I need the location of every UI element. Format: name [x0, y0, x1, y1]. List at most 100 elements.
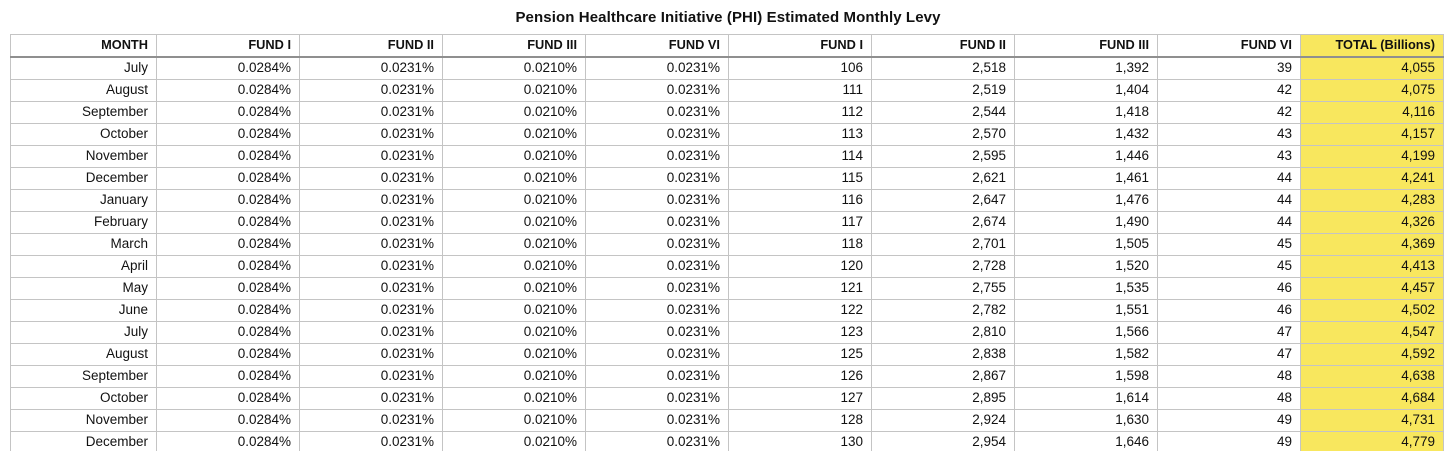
cell-fund3-rate: 0.0210%: [442, 233, 586, 256]
col-header-fund6-amount: FUND VI: [1157, 34, 1301, 58]
cell-fund2-amount: 2,544: [871, 101, 1015, 124]
cell-fund2-amount: 2,810: [871, 321, 1015, 344]
cell-fund2-rate: 0.0231%: [299, 431, 443, 451]
cell-fund3-rate: 0.0210%: [442, 255, 586, 278]
cell-fund1-rate: 0.0284%: [156, 365, 300, 388]
cell-fund6-amount: 46: [1157, 277, 1301, 300]
cell-fund6-amount: 44: [1157, 189, 1301, 212]
cell-fund2-rate: 0.0231%: [299, 101, 443, 124]
table-body: July 0.0284% 0.0231% 0.0210% 0.0231% 106 2,518…: [10, 56, 1444, 451]
cell-fund6-amount: 47: [1157, 343, 1301, 366]
cell-fund2-rate: 0.0231%: [299, 299, 443, 322]
cell-fund6-amount: 43: [1157, 123, 1301, 146]
cell-fund2-amount: 2,570: [871, 123, 1015, 146]
table-row: November 0.0284% 0.0231% 0.0210% 0.0231% 114 2…: [10, 145, 1444, 168]
cell-fund3-amount: 1,461: [1014, 167, 1158, 190]
cell-fund3-amount: 1,598: [1014, 365, 1158, 388]
table-row: November 0.0284% 0.0231% 0.0210% 0.0231% 128 2…: [10, 409, 1444, 432]
cell-total: 4,457: [1300, 277, 1444, 300]
table-row: August 0.0284% 0.0231% 0.0210% 0.0231% 125 2,8…: [10, 343, 1444, 366]
cell-fund1-amount: 116: [728, 189, 872, 212]
cell-fund2-amount: 2,647: [871, 189, 1015, 212]
cell-total: 4,731: [1300, 409, 1444, 432]
cell-fund3-rate: 0.0210%: [442, 167, 586, 190]
cell-total: 4,547: [1300, 321, 1444, 344]
cell-fund3-amount: 1,505: [1014, 233, 1158, 256]
cell-fund6-amount: 49: [1157, 431, 1301, 451]
col-header-fund3-amount: FUND III: [1014, 34, 1158, 58]
cell-fund3-rate: 0.0210%: [442, 101, 586, 124]
cell-fund6-rate: 0.0231%: [585, 123, 729, 146]
cell-fund1-rate: 0.0284%: [156, 431, 300, 451]
cell-fund1-amount: 120: [728, 255, 872, 278]
col-header-fund2-rate: FUND II: [299, 34, 443, 58]
table-row: August 0.0284% 0.0231% 0.0210% 0.0231% 111 2,5…: [10, 79, 1444, 102]
cell-fund1-amount: 106: [728, 56, 872, 80]
table-row: June 0.0284% 0.0231% 0.0210% 0.0231% 122 2,782…: [10, 299, 1444, 322]
cell-month: November: [10, 409, 157, 432]
cell-month: October: [10, 387, 157, 410]
table-row: December 0.0284% 0.0231% 0.0210% 0.0231% 115 2…: [10, 167, 1444, 190]
cell-fund2-rate: 0.0231%: [299, 167, 443, 190]
cell-month: August: [10, 343, 157, 366]
cell-fund2-amount: 2,755: [871, 277, 1015, 300]
cell-fund1-rate: 0.0284%: [156, 343, 300, 366]
cell-month: July: [10, 321, 157, 344]
cell-total: 4,075: [1300, 79, 1444, 102]
table-row: July 0.0284% 0.0231% 0.0210% 0.0231% 123 2,810…: [10, 321, 1444, 344]
cell-fund6-rate: 0.0231%: [585, 299, 729, 322]
cell-total: 4,684: [1300, 387, 1444, 410]
cell-fund1-rate: 0.0284%: [156, 56, 300, 80]
cell-fund1-amount: 112: [728, 101, 872, 124]
cell-fund6-amount: 43: [1157, 145, 1301, 168]
cell-fund3-amount: 1,432: [1014, 123, 1158, 146]
cell-fund6-rate: 0.0231%: [585, 431, 729, 451]
cell-total: 4,638: [1300, 365, 1444, 388]
cell-month: December: [10, 431, 157, 451]
cell-fund6-rate: 0.0231%: [585, 277, 729, 300]
cell-fund2-amount: 2,518: [871, 56, 1015, 80]
cell-fund2-amount: 2,954: [871, 431, 1015, 451]
cell-fund3-amount: 1,418: [1014, 101, 1158, 124]
cell-fund1-amount: 125: [728, 343, 872, 366]
cell-fund2-rate: 0.0231%: [299, 189, 443, 212]
cell-fund1-rate: 0.0284%: [156, 299, 300, 322]
cell-fund6-rate: 0.0231%: [585, 255, 729, 278]
cell-month: September: [10, 101, 157, 124]
cell-fund1-amount: 122: [728, 299, 872, 322]
cell-month: February: [10, 211, 157, 234]
cell-fund6-rate: 0.0231%: [585, 321, 729, 344]
cell-fund3-rate: 0.0210%: [442, 431, 586, 451]
cell-month: May: [10, 277, 157, 300]
cell-fund3-amount: 1,535: [1014, 277, 1158, 300]
cell-fund3-amount: 1,646: [1014, 431, 1158, 451]
cell-month: March: [10, 233, 157, 256]
table-row: January 0.0284% 0.0231% 0.0210% 0.0231% 116 2,…: [10, 189, 1444, 212]
cell-total: 4,199: [1300, 145, 1444, 168]
cell-fund6-rate: 0.0231%: [585, 167, 729, 190]
table-row: February 0.0284% 0.0231% 0.0210% 0.0231% 117 2…: [10, 211, 1444, 234]
cell-fund2-amount: 2,674: [871, 211, 1015, 234]
cell-fund6-amount: 45: [1157, 233, 1301, 256]
cell-fund1-amount: 123: [728, 321, 872, 344]
cell-fund6-amount: 44: [1157, 211, 1301, 234]
cell-fund1-rate: 0.0284%: [156, 211, 300, 234]
cell-fund6-rate: 0.0231%: [585, 56, 729, 80]
table-row: October 0.0284% 0.0231% 0.0210% 0.0231% 113 2,…: [10, 123, 1444, 146]
col-header-fund6-rate: FUND VI: [585, 34, 729, 58]
cell-fund3-rate: 0.0210%: [442, 321, 586, 344]
col-header-fund3-rate: FUND III: [442, 34, 586, 58]
cell-fund2-amount: 2,924: [871, 409, 1015, 432]
table-row: July 0.0284% 0.0231% 0.0210% 0.0231% 106 2,518…: [10, 56, 1444, 80]
cell-fund3-rate: 0.0210%: [442, 211, 586, 234]
cell-fund1-amount: 121: [728, 277, 872, 300]
cell-fund6-rate: 0.0231%: [585, 365, 729, 388]
cell-total: 4,283: [1300, 189, 1444, 212]
cell-fund2-rate: 0.0231%: [299, 409, 443, 432]
cell-fund6-amount: 45: [1157, 255, 1301, 278]
cell-fund3-amount: 1,392: [1014, 56, 1158, 80]
cell-fund3-amount: 1,476: [1014, 189, 1158, 212]
cell-month: November: [10, 145, 157, 168]
col-header-total: TOTAL (Billions): [1300, 34, 1444, 58]
cell-fund2-amount: 2,519: [871, 79, 1015, 102]
